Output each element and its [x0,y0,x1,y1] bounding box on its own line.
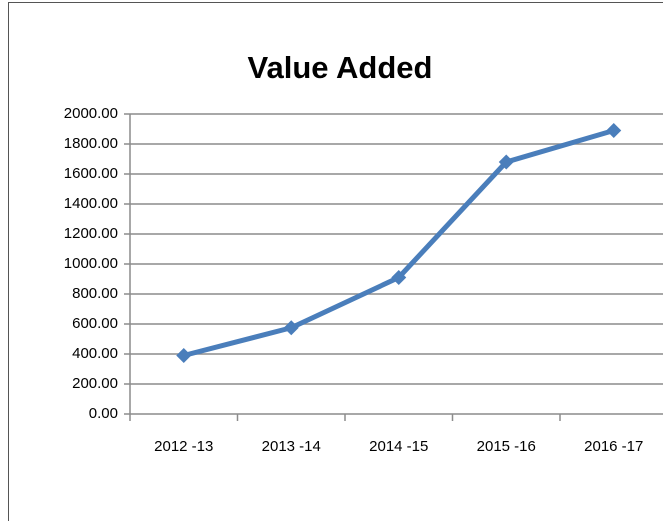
x-tick-label: 2014 -15 [369,438,428,455]
x-tick-label: 2013 -14 [262,438,321,455]
chart-title: Value Added [248,50,433,85]
y-tick-label: 800.00 [72,285,118,302]
chart-border [8,2,663,521]
x-tick-label: 2016 -17 [584,438,643,455]
data-point [498,154,514,170]
y-tick-label: 1000.00 [64,255,118,272]
y-tick-label: 0.00 [89,405,118,422]
x-tick-label: 2012 -13 [154,438,213,455]
data-point [606,123,622,138]
data-point [391,270,407,285]
y-tick-label: 1200.00 [64,225,118,242]
y-tick-label: 1600.00 [64,165,118,182]
y-tick-label: 400.00 [72,345,118,362]
data-point [283,320,299,336]
line-series [183,128,615,358]
data-point [176,348,192,363]
x-tick-label: 2015 -16 [477,438,536,455]
y-tick-label: 200.00 [72,375,118,392]
y-tick-label: 1800.00 [64,135,118,152]
y-tick-label: 2000.00 [64,105,118,122]
y-tick-label: 600.00 [72,315,118,332]
y-tick-label: 1400.00 [64,195,118,212]
